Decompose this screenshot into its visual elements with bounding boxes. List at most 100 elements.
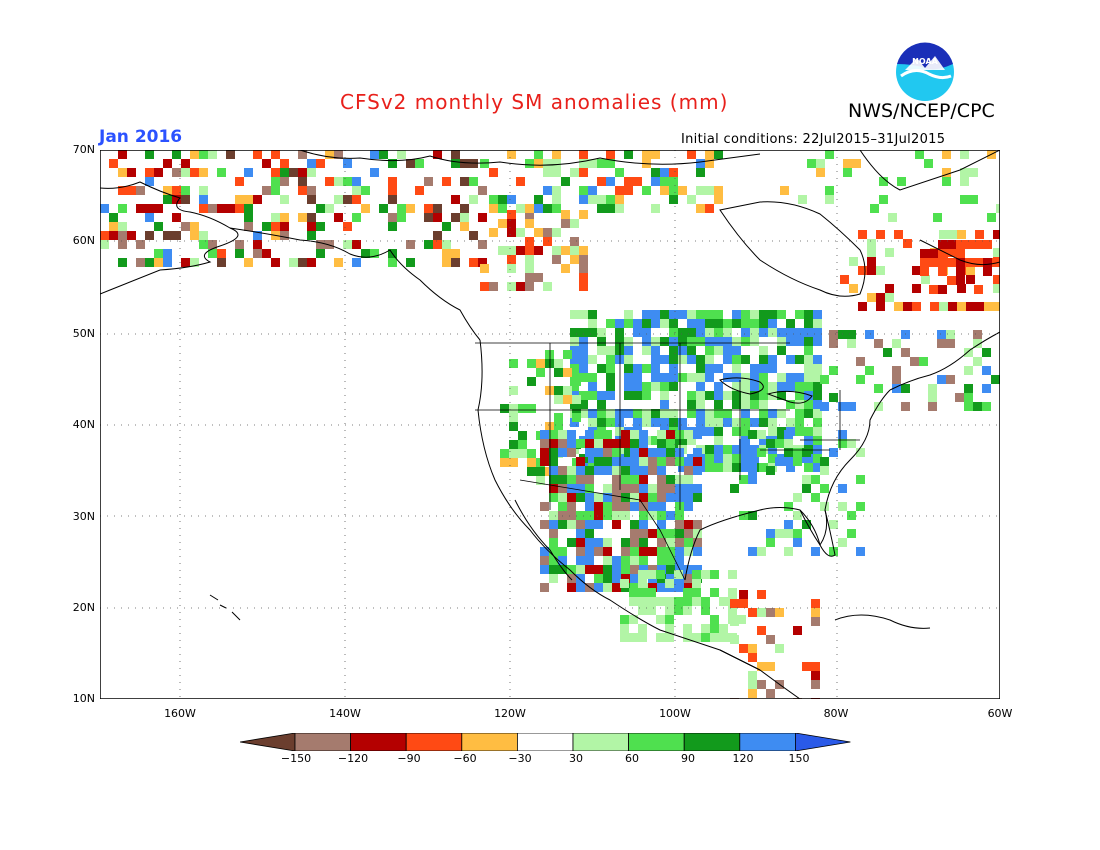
anomaly-cell: [163, 249, 172, 258]
anomaly-cell: [714, 445, 723, 454]
anomaly-cell: [847, 402, 856, 411]
anomaly-cell: [813, 364, 822, 373]
anomaly-cell: [554, 359, 563, 368]
anomaly-cell: [946, 330, 955, 339]
anomaly-cell: [579, 373, 588, 382]
anomaly-cell: [666, 430, 675, 439]
anomaly-cell: [678, 328, 687, 337]
anomaly-cell: [415, 159, 424, 168]
anomaly-cell: [543, 282, 552, 291]
anomaly-cell: [732, 346, 741, 355]
anomaly-cell: [777, 310, 786, 319]
anomaly-cell: [675, 520, 684, 529]
anomaly-cell: [594, 520, 603, 529]
anomaly-cell: [937, 330, 946, 339]
anomaly-cell: [579, 273, 588, 282]
anomaly-cell: [705, 150, 714, 159]
anomaly-cell: [874, 384, 883, 393]
anomaly-cell: [612, 466, 621, 475]
anomaly-cell: [956, 249, 965, 258]
anomaly-cell: [759, 310, 768, 319]
anomaly-cell: [795, 409, 804, 418]
anomaly-cell: [669, 355, 678, 364]
anomaly-cell: [597, 418, 606, 427]
anomaly-cell: [572, 413, 581, 422]
anomaly-cell: [714, 346, 723, 355]
anomaly-cell: [714, 195, 723, 204]
anomaly-cell: [638, 570, 647, 579]
anomaly-cell: [612, 448, 621, 457]
anomaly-cell: [307, 213, 316, 222]
anomaly-cell: [660, 168, 669, 177]
anomaly-cell: [692, 597, 701, 606]
anomaly-cell: [784, 520, 793, 529]
anomaly-cell: [966, 266, 975, 275]
anomaly-cell: [190, 258, 199, 267]
anomaly-cell: [181, 186, 190, 195]
anomaly-cell: [549, 439, 558, 448]
anomaly-cell: [669, 364, 678, 373]
anomaly-cell: [939, 302, 948, 311]
anomaly-cell: [666, 439, 675, 448]
anomaly-cell: [669, 382, 678, 391]
anomaly-cell: [974, 285, 983, 294]
anomaly-cell: [807, 159, 816, 168]
anomaly-cell: [527, 467, 536, 476]
anomaly-cell: [415, 186, 424, 195]
anomaly-cell: [820, 457, 829, 466]
anomaly-cell: [675, 502, 684, 511]
anomaly-cell: [710, 615, 719, 624]
colorbar-label-150: 150: [788, 752, 810, 765]
anomaly-cell: [728, 588, 737, 597]
anomaly-cell: [235, 177, 244, 186]
anomaly-cell: [928, 393, 937, 402]
anomaly-cell: [768, 454, 777, 463]
anomaly-cell: [642, 328, 651, 337]
anomaly-cell: [172, 186, 181, 195]
anomaly-cell: [669, 168, 678, 177]
anomaly-cell: [759, 364, 768, 373]
anomaly-cell: [642, 409, 651, 418]
anomaly-cell: [500, 449, 509, 458]
anomaly-cell: [696, 373, 705, 382]
anomaly-cell: [804, 436, 813, 445]
anomaly-cell: [307, 186, 316, 195]
anomaly-cell: [723, 355, 732, 364]
anomaly-cell: [316, 159, 325, 168]
anomaly-cell: [657, 448, 666, 457]
anomaly-cell: [127, 168, 136, 177]
colorbar-segment: [294, 733, 351, 751]
anomaly-cell: [705, 328, 714, 337]
anomaly-cell: [615, 346, 624, 355]
anomaly-cell: [894, 230, 903, 239]
anomaly-cell: [647, 570, 656, 579]
colorbar-segment: [516, 733, 574, 751]
anomaly-cell: [748, 511, 757, 520]
anomaly-cell: [852, 159, 861, 168]
anomaly-cell: [804, 400, 813, 409]
anomaly-cell: [732, 355, 741, 364]
anomaly-cell: [938, 249, 947, 258]
anomaly-cell: [648, 529, 657, 538]
anomaly-cell: [960, 168, 969, 177]
anomaly-cell: [507, 210, 516, 219]
anomaly-cell: [777, 409, 786, 418]
anomaly-cell: [684, 502, 693, 511]
anomaly-cell: [316, 240, 325, 249]
anomaly-cell: [759, 346, 768, 355]
anomaly-cell: [615, 427, 624, 436]
anomaly-cell: [759, 319, 768, 328]
anomaly-cell: [696, 418, 705, 427]
anomaly-cell: [534, 273, 543, 282]
anomaly-cell: [804, 355, 813, 364]
anomaly-cell: [719, 624, 728, 633]
anomaly-cell: [507, 150, 516, 159]
anomaly-cell: [388, 195, 397, 204]
anomaly-cell: [660, 418, 669, 427]
anomaly-cell: [558, 547, 567, 556]
anomaly-cell: [630, 448, 639, 457]
anomaly-cell: [606, 204, 615, 213]
anomaly-cell: [973, 357, 982, 366]
anomaly-cell: [136, 258, 145, 267]
anomaly-cell: [235, 249, 244, 258]
